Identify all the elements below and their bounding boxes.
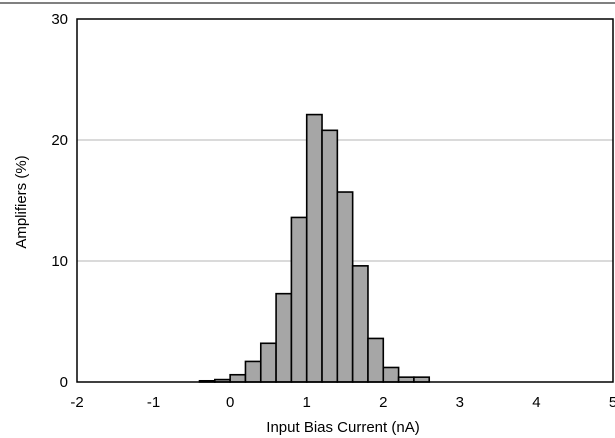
bars — [198, 113, 431, 383]
histogram-bar — [305, 113, 323, 383]
histogram-bar — [367, 337, 385, 383]
x-tick-label: 0 — [226, 394, 234, 411]
x-tick-label: -2 — [70, 394, 83, 411]
x-tick-label: 3 — [456, 394, 464, 411]
histogram-bar — [351, 265, 369, 383]
x-tick-label: -1 — [147, 394, 160, 411]
histogram-bar — [321, 129, 339, 383]
histogram-bar — [229, 373, 247, 383]
x-tick-label: 4 — [532, 394, 540, 411]
y-axis-title: Amplifiers (%) — [13, 155, 30, 248]
histogram-bar — [275, 292, 293, 383]
histogram-bar — [336, 191, 354, 383]
y-tick-label: 10 — [51, 253, 68, 270]
histogram-bar — [382, 366, 400, 383]
x-tick-label: 5 — [609, 394, 615, 411]
y-tick-labels: 0 10 20 30 — [51, 11, 68, 391]
y-tick-label: 30 — [51, 11, 68, 28]
plot-area-frame — [76, 18, 614, 383]
x-tick-labels: -2 -1 0 1 2 3 4 5 — [70, 394, 615, 411]
histogram-bar — [259, 342, 277, 383]
histogram-bar — [290, 216, 308, 383]
x-tick-label: 1 — [303, 394, 311, 411]
y-tick-label: 0 — [60, 374, 68, 391]
x-axis-title: Input Bias Current (nA) — [266, 419, 419, 436]
x-tick-label: 2 — [379, 394, 387, 411]
histogram-bar — [244, 360, 262, 383]
y-tick-label: 20 — [51, 132, 68, 149]
